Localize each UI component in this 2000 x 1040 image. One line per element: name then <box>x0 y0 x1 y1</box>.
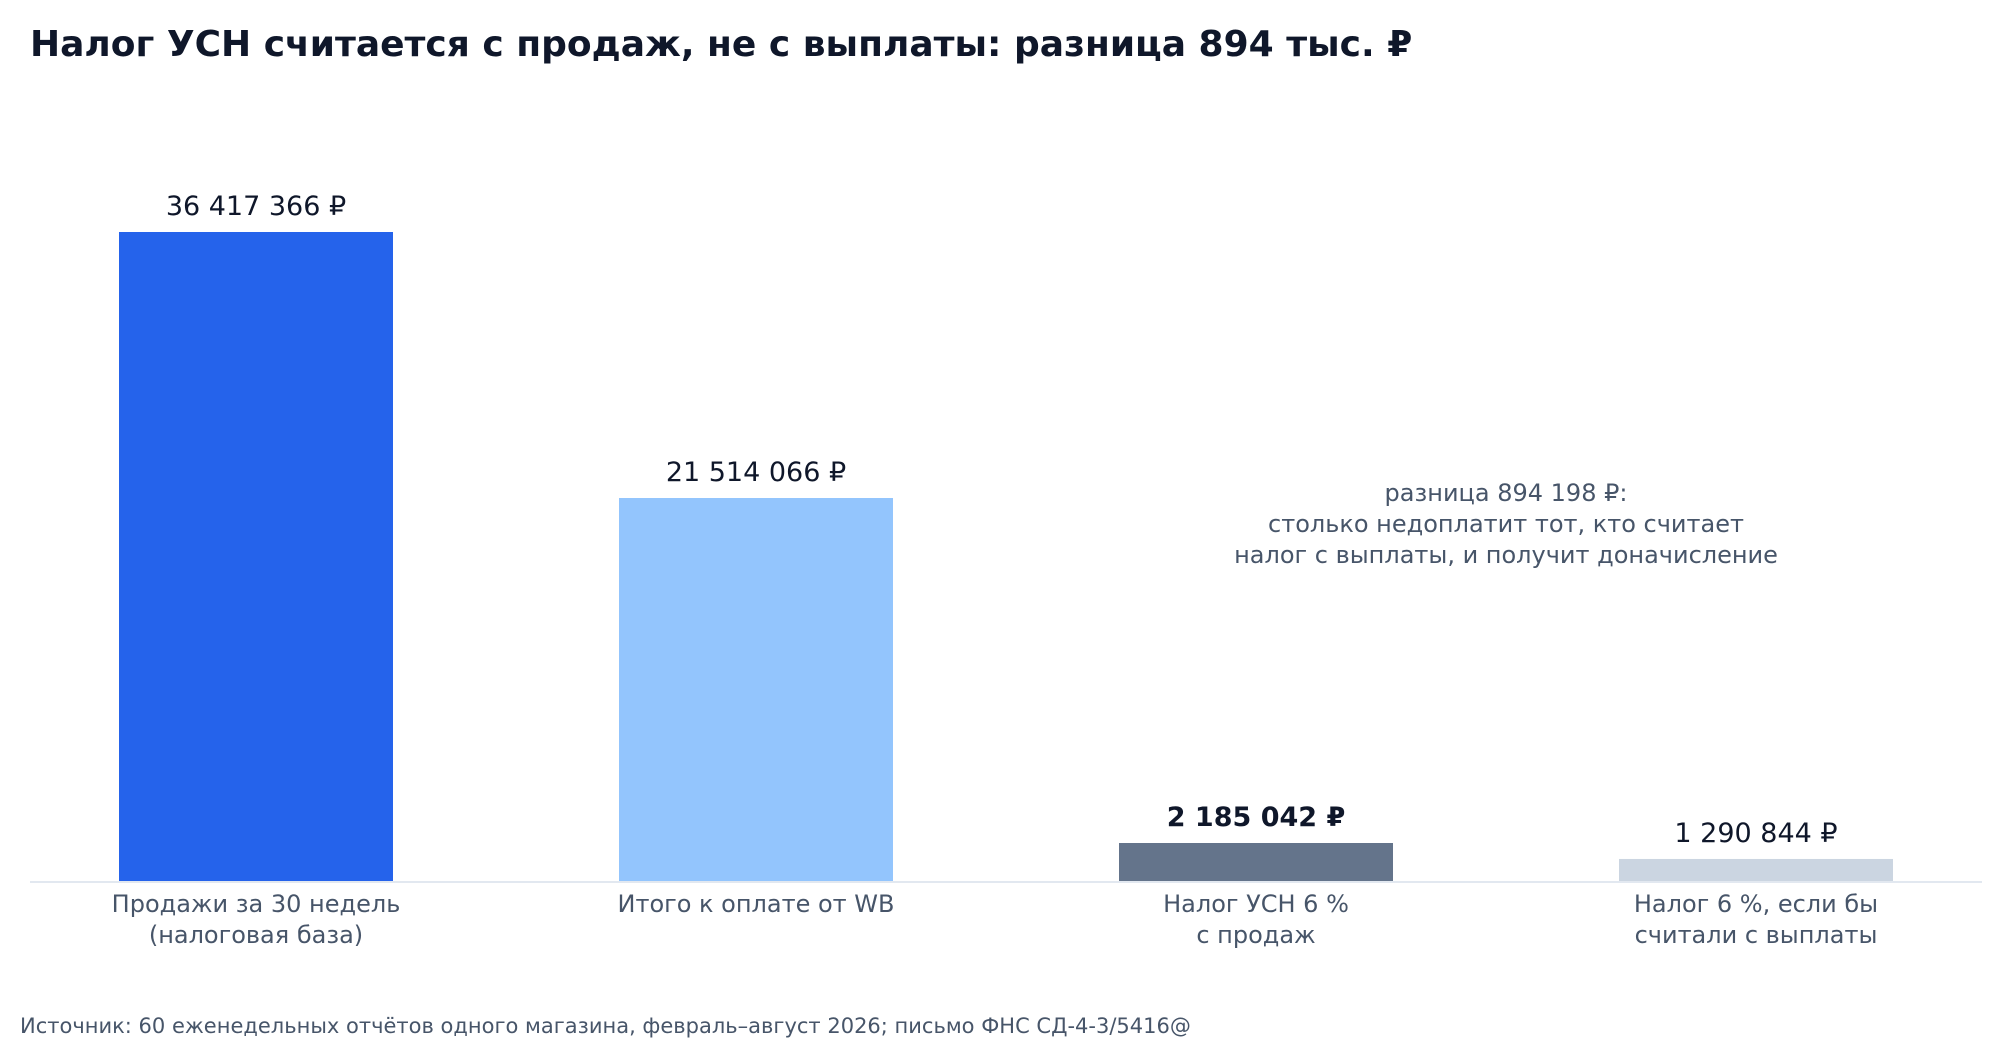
category-label-1-line-1: Продажи за 30 недель <box>112 890 401 918</box>
category-labels-group: Продажи за 30 недель (налоговая база) Итог… <box>112 890 1878 949</box>
category-label-4-line-2: считали с выплаты <box>1635 921 1878 949</box>
chart-title: Налог УСН считается с продаж, не с выпла… <box>30 24 1412 65</box>
annotation-line-1: разница 894 198 ₽: <box>1385 479 1628 507</box>
bar-3 <box>1119 843 1393 882</box>
value-label-1: 36 417 366 ₽ <box>166 191 346 222</box>
category-label-3-line-2: с продаж <box>1196 921 1315 949</box>
value-label-3: 2 185 042 ₽ <box>1167 802 1346 833</box>
bar-4 <box>1619 858 1893 882</box>
annotation-line-3: налог с выплаты, и получит доначисление <box>1234 541 1778 569</box>
category-label-1-line-2: (налоговая база) <box>149 921 363 949</box>
annotation-line-2: столько недоплатит тот, кто считает <box>1268 510 1744 538</box>
category-label-4-line-1: Налог 6 %, если бы <box>1634 890 1878 918</box>
bar-2 <box>619 498 893 882</box>
bars-group <box>119 232 1893 882</box>
category-label-3-line-1: Налог УСН 6 % <box>1163 890 1349 918</box>
source-note: Источник: 60 еженедельных отчётов одного… <box>20 1014 1191 1038</box>
value-labels-group: 36 417 366 ₽ 21 514 066 ₽ 2 185 042 ₽ 1 290… <box>166 191 1838 849</box>
difference-annotation: разница 894 198 ₽: столько недоплатит тот… <box>1234 479 1778 569</box>
category-label-2-line-1: Итого к оплате от WB <box>618 890 895 918</box>
bar-1 <box>119 232 393 882</box>
value-label-4: 1 290 844 ₽ <box>1674 818 1837 849</box>
value-label-2: 21 514 066 ₽ <box>666 457 846 488</box>
